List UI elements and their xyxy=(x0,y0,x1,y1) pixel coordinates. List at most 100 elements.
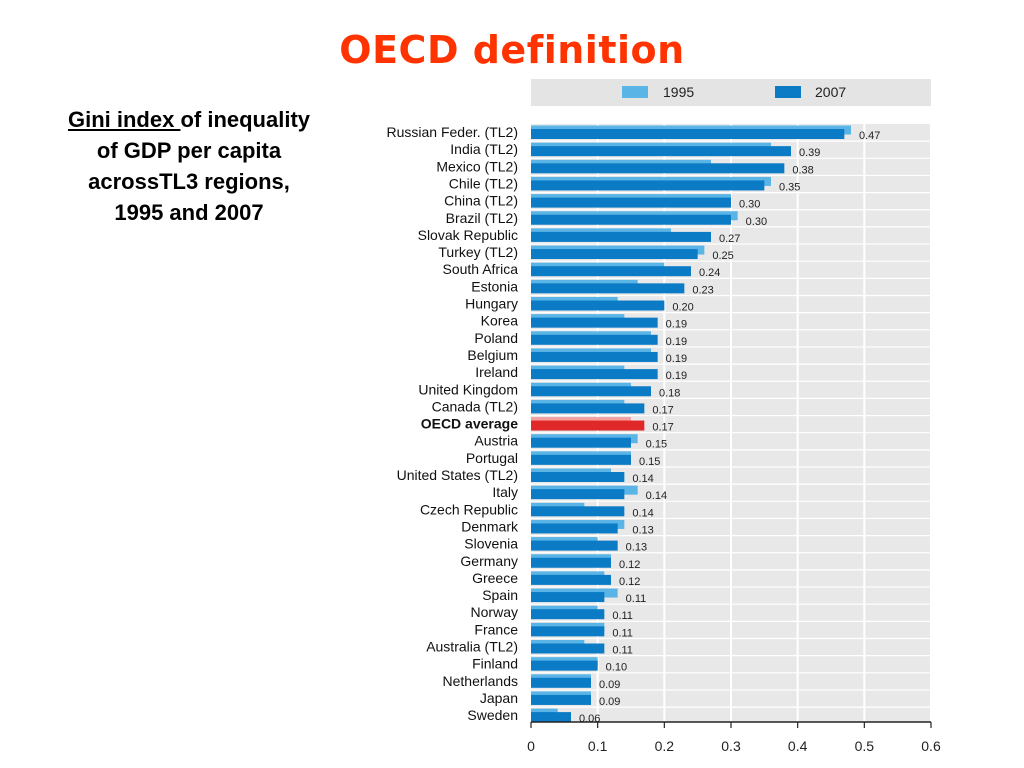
category-label: Sweden xyxy=(467,707,518,723)
slide-title: OECD definition xyxy=(339,28,685,72)
category-label: Russian Feder. (TL2) xyxy=(387,124,519,140)
category-label: Denmark xyxy=(461,518,519,534)
category-label: Ireland xyxy=(475,364,518,380)
bar-2007 xyxy=(531,334,658,345)
bar-2007 xyxy=(531,283,685,294)
category-label: Estonia xyxy=(471,278,518,294)
bar-2007 xyxy=(531,677,591,688)
subtitle-line-2: of GDP per capita xyxy=(96,138,282,163)
bar-2007 xyxy=(531,146,791,157)
category-label: Hungary xyxy=(465,296,518,312)
category-label: China (TL2) xyxy=(444,193,518,209)
x-tick-label: 0.3 xyxy=(721,738,741,754)
subtitle-line-3: acrossTL3 regions, xyxy=(88,169,290,194)
value-label: 0.10 xyxy=(606,662,627,674)
bar-2007 xyxy=(531,643,605,654)
bar-2007 xyxy=(531,351,658,362)
value-label: 0.19 xyxy=(666,370,687,382)
x-tick-label: 0.1 xyxy=(588,738,608,754)
legend-label-2007: 2007 xyxy=(815,84,846,100)
value-label: 0.13 xyxy=(632,524,653,536)
subtitle-line-4: 1995 and 2007 xyxy=(114,200,264,225)
value-label: 0.39 xyxy=(799,147,820,159)
category-label: Germany xyxy=(460,553,518,569)
bar-2007 xyxy=(531,506,625,517)
bar-2007 xyxy=(531,626,605,637)
category-label: Turkey (TL2) xyxy=(438,244,518,260)
bar-2007 xyxy=(531,712,571,723)
category-label: United States (TL2) xyxy=(397,467,518,483)
bar-2007 xyxy=(531,523,618,534)
bar-2007 xyxy=(531,454,631,465)
bar-2007 xyxy=(531,660,598,671)
value-label: 0.09 xyxy=(599,696,620,708)
category-label: Greece xyxy=(472,570,518,586)
value-label: 0.23 xyxy=(692,284,713,296)
bar-2007 xyxy=(531,609,605,620)
value-label: 0.11 xyxy=(612,645,633,657)
value-label: 0.19 xyxy=(666,353,687,365)
bar-2007 xyxy=(531,557,611,568)
category-label: Spain xyxy=(482,587,518,603)
category-label: Czech Republic xyxy=(420,501,518,517)
bar-2007 xyxy=(531,214,731,225)
x-tick-label: 0.4 xyxy=(788,738,808,754)
value-label: 0.17 xyxy=(652,422,673,434)
value-label: 0.14 xyxy=(646,490,667,502)
value-label: 0.12 xyxy=(619,559,640,571)
bar-2007 xyxy=(531,592,605,603)
value-label: 0.15 xyxy=(639,456,660,468)
bar-2007 xyxy=(531,317,658,328)
bar-2007 xyxy=(531,420,645,431)
category-label: Poland xyxy=(474,330,518,346)
value-label: 0.19 xyxy=(666,319,687,331)
value-label: 0.30 xyxy=(739,199,760,211)
category-label: Austria xyxy=(474,433,518,449)
value-label: 0.11 xyxy=(612,610,633,622)
category-label: United Kingdom xyxy=(418,381,518,397)
x-tick-label: 0.5 xyxy=(855,738,875,754)
legend-background xyxy=(531,79,931,106)
subtitle-line-1: of inequality xyxy=(180,107,311,132)
legend-swatch-1995 xyxy=(622,86,648,98)
bar-2007 xyxy=(531,231,711,242)
x-tick-label: 0.2 xyxy=(655,738,675,754)
value-label: 0.18 xyxy=(659,387,680,399)
x-tick-label: 0.6 xyxy=(921,738,941,754)
category-label: OECD average xyxy=(421,416,518,432)
bar-2007 xyxy=(531,129,845,139)
value-label: 0.25 xyxy=(712,250,733,262)
bar-2007 xyxy=(531,180,765,191)
value-label: 0.35 xyxy=(779,181,800,193)
category-label: South Africa xyxy=(443,261,519,277)
value-label: 0.27 xyxy=(719,233,740,245)
bar-2007 xyxy=(531,163,785,174)
category-label: Australia (TL2) xyxy=(426,639,518,655)
bar-2007 xyxy=(531,197,731,208)
value-label: 0.11 xyxy=(626,593,647,605)
category-label: India (TL2) xyxy=(450,141,518,157)
value-label: 0.15 xyxy=(646,439,667,451)
legend-label-1995: 1995 xyxy=(663,84,694,100)
value-label: 0.11 xyxy=(612,627,633,639)
value-label: 0.19 xyxy=(666,336,687,348)
value-label: 0.24 xyxy=(699,267,720,279)
legend-swatch-2007 xyxy=(775,86,801,98)
bar-2007 xyxy=(531,369,658,380)
bar-2007 xyxy=(531,472,625,482)
bar-2007 xyxy=(531,574,611,585)
gini-index-link-text: Gini index xyxy=(67,107,181,132)
category-label: Norway xyxy=(471,604,518,620)
bar-2007 xyxy=(531,694,591,705)
category-label: Chile (TL2) xyxy=(449,175,518,191)
value-label: 0.17 xyxy=(652,404,673,416)
category-label: Slovak Republic xyxy=(418,227,518,243)
bar-2007 xyxy=(531,266,691,277)
category-label: Mexico (TL2) xyxy=(436,158,518,174)
category-label: Portugal xyxy=(466,450,518,466)
bar-2007 xyxy=(531,489,625,500)
category-label: Italy xyxy=(492,484,518,500)
value-label: 0.09 xyxy=(599,679,620,691)
category-label: Belgium xyxy=(467,347,518,363)
